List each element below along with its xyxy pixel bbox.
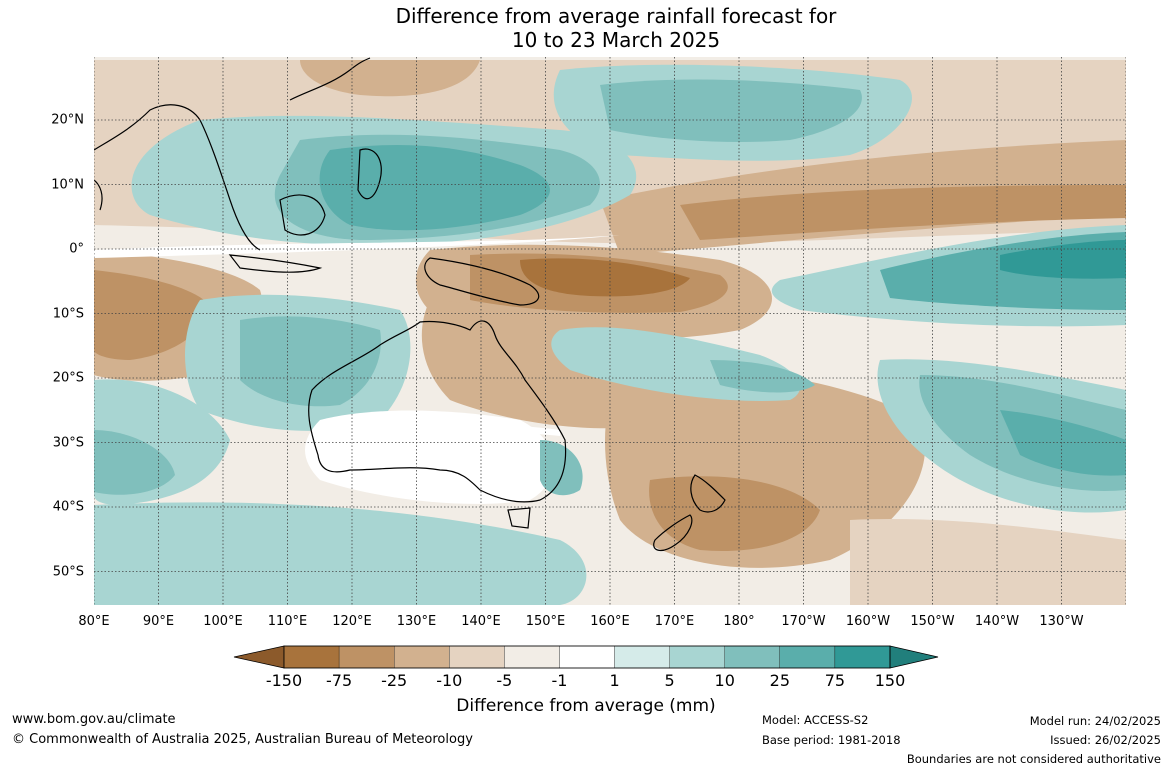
latitude-label: 30°S bbox=[52, 435, 84, 450]
colorbar-swatch bbox=[834, 645, 891, 669]
longitude-label: 160°W bbox=[845, 614, 891, 629]
map-title: Difference from average rainfall forecas… bbox=[0, 4, 1173, 52]
colorbar-swatch bbox=[779, 645, 836, 669]
colorbar-swatch bbox=[724, 645, 780, 669]
boundary-disclaimer: Boundaries are not considered authoritat… bbox=[906, 752, 1161, 766]
latitude-label: 50°S bbox=[52, 564, 84, 579]
longitude-label: 150°W bbox=[910, 614, 955, 629]
dry-region bbox=[850, 519, 1126, 605]
dry-region bbox=[300, 60, 480, 97]
title-line-1: Difference from average rainfall forecas… bbox=[395, 4, 837, 28]
coastlines bbox=[94, 57, 726, 552]
colorbar-swatch bbox=[394, 645, 450, 669]
colorbar-label: 25 bbox=[769, 671, 790, 690]
model-run: Model run: 24/02/2025 bbox=[1029, 714, 1161, 728]
wet-region bbox=[94, 502, 587, 605]
latitude-label: 40°S bbox=[52, 499, 84, 515]
colorbar-extend-high bbox=[889, 645, 939, 669]
colorbar-swatch bbox=[669, 645, 725, 669]
longitude-label: 140°E bbox=[461, 614, 501, 629]
latitude-label: 10°S bbox=[52, 306, 84, 321]
issued-date: Issued: 26/02/2025 bbox=[1050, 733, 1161, 747]
nz-north-coastline bbox=[690, 474, 726, 513]
longitude-label: 120°E bbox=[332, 614, 372, 629]
colorbar-swatch bbox=[504, 645, 560, 669]
colorbar-label: -150 bbox=[265, 671, 303, 690]
borneo-coastline bbox=[279, 194, 326, 236]
graticule bbox=[94, 57, 1126, 605]
longitude-label: 150°E bbox=[525, 614, 566, 629]
colorbar-label: -10 bbox=[436, 671, 463, 690]
colorbar-label: 10 bbox=[714, 671, 735, 690]
colorbar-label: 75 bbox=[824, 671, 846, 690]
colorbar-frame bbox=[283, 645, 891, 669]
sumatra-java-coastline bbox=[228, 254, 323, 273]
title-line-2: 10 to 23 March 2025 bbox=[511, 28, 721, 52]
longitude-label: 160°E bbox=[590, 614, 630, 629]
tasmania-coastline bbox=[507, 507, 531, 529]
longitude-label: 100°E bbox=[203, 614, 243, 629]
colorbar-swatch bbox=[449, 645, 505, 669]
longitude-label: 180° bbox=[723, 614, 755, 629]
base-period: Base period: 1981-2018 bbox=[762, 733, 901, 747]
longitude-label: 110°E bbox=[267, 614, 308, 629]
philippines-coastline bbox=[357, 148, 382, 200]
copyright: © Commonwealth of Australia 2025, Austra… bbox=[12, 732, 473, 747]
colorbar-label: -5 bbox=[496, 671, 513, 690]
dry-region bbox=[94, 270, 210, 360]
colorbar-title: Difference from average (mm) bbox=[456, 696, 716, 716]
colorbar bbox=[233, 645, 939, 669]
wet-region bbox=[1000, 410, 1126, 476]
wet-region bbox=[710, 360, 815, 393]
colorbar-swatch bbox=[614, 645, 670, 669]
dry-region bbox=[520, 258, 690, 297]
colorbar-label: 5 bbox=[664, 671, 675, 690]
wet-region bbox=[240, 316, 381, 407]
longitude-label: 170°E bbox=[654, 614, 695, 629]
longitude-label: 90°E bbox=[142, 614, 175, 629]
neutral-region bbox=[305, 410, 554, 504]
wet-region bbox=[94, 430, 175, 495]
colorbar-swatch bbox=[283, 645, 340, 669]
neutral-region bbox=[400, 422, 560, 436]
wet-region bbox=[600, 79, 862, 142]
colorbar-label: 1 bbox=[609, 671, 620, 690]
colorbar-label: -25 bbox=[381, 671, 408, 690]
neutral-region bbox=[94, 235, 620, 258]
india-coastline bbox=[94, 179, 103, 211]
colorbar-extend-low bbox=[233, 645, 285, 669]
australia-coastline bbox=[308, 320, 567, 503]
latitude-label: 0° bbox=[69, 241, 84, 257]
latitude-label: 10°N bbox=[51, 177, 84, 192]
longitude-label: 80°E bbox=[78, 614, 110, 629]
website-link[interactable]: www.bom.gov.au/climate bbox=[12, 712, 176, 727]
longitude-label: 130°E bbox=[396, 614, 437, 629]
colorbar-label: 150 bbox=[874, 671, 906, 690]
china-coastline bbox=[289, 57, 371, 101]
longitude-label: 140°W bbox=[974, 614, 1020, 629]
rainfall-field bbox=[94, 57, 1126, 605]
new-guinea-coastline bbox=[424, 257, 540, 306]
model-name: Model: ACCESS-S2 bbox=[762, 713, 869, 727]
nz-south-coastline bbox=[653, 514, 693, 552]
colorbar-label: -1 bbox=[551, 671, 568, 690]
colorbar-swatch bbox=[338, 645, 395, 669]
wet-region bbox=[1000, 240, 1126, 279]
dry-region bbox=[680, 185, 1126, 240]
wet-region bbox=[540, 440, 583, 496]
longitude-label: 130°W bbox=[1039, 614, 1084, 629]
colorbar-label: -75 bbox=[326, 671, 353, 690]
wet-region bbox=[319, 145, 550, 231]
latitude-label: 20°N bbox=[51, 112, 84, 128]
colorbar-swatch bbox=[559, 645, 615, 669]
longitude-label: 170°W bbox=[781, 614, 826, 629]
latitude-label: 20°S bbox=[52, 370, 84, 386]
